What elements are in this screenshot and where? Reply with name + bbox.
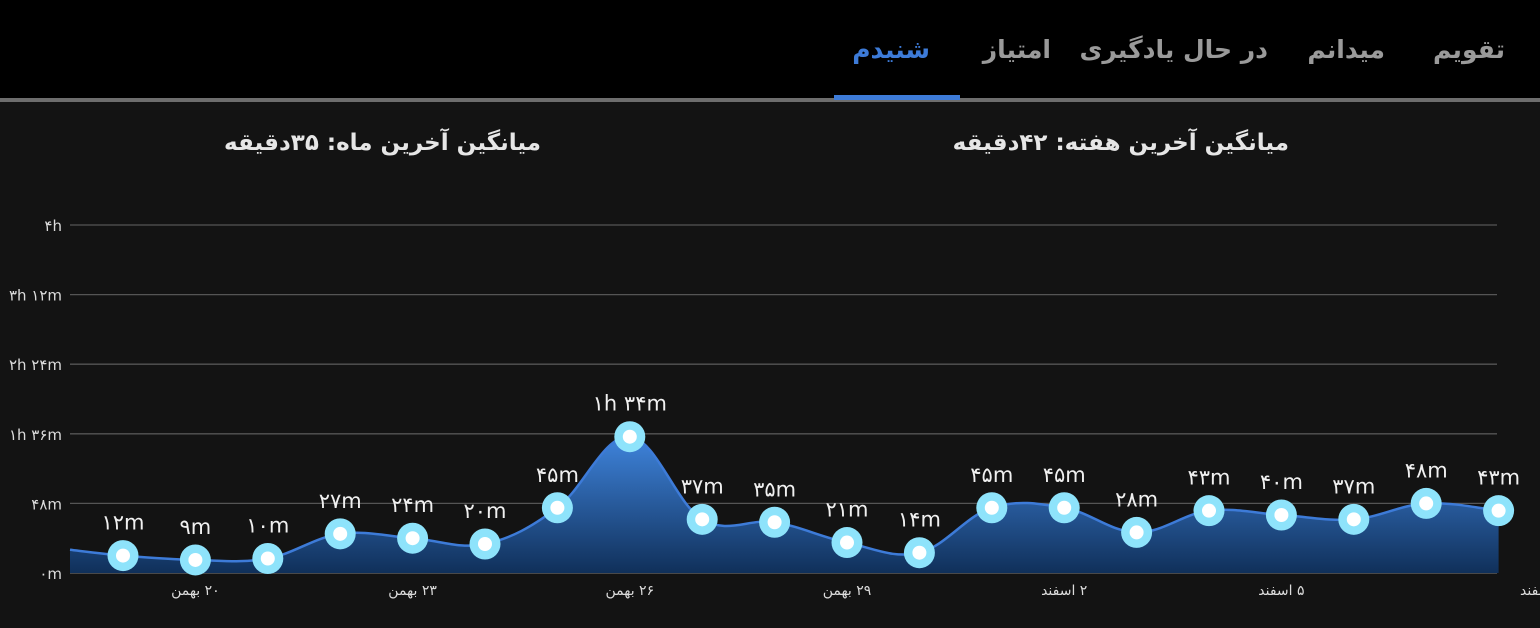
data-point-center [1419, 496, 1434, 511]
tab-heard[interactable]: شنیدم [852, 35, 930, 64]
data-label: ۱۰m [246, 514, 289, 538]
data-label: ۲۷m [319, 489, 362, 513]
tab-bar [0, 0, 1540, 98]
data-point-center [333, 526, 348, 541]
data-point-center [1202, 503, 1216, 518]
data-label: ۴۵m [536, 463, 579, 487]
tab-learning[interactable]: در حال یادگیری [1079, 35, 1268, 64]
data-label: ۴۳m [1477, 466, 1520, 490]
data-point-center [1057, 500, 1072, 515]
x-tick-label: ۲۰ بهمن [171, 583, 220, 599]
data-point-center [405, 531, 420, 546]
tab-known[interactable]: میدانم [1307, 35, 1385, 64]
data-point-center [840, 535, 854, 550]
data-label: ۱۲m [101, 511, 144, 535]
data-label: ۲۸m [1115, 487, 1158, 511]
data-point-center [478, 537, 492, 551]
data-label: ۴۰m [1260, 470, 1303, 494]
x-tick-label: ۲۳ بهمن [388, 583, 437, 599]
data-label: ۲۱m [825, 498, 868, 522]
y-tick-label: ۳h ۱۲m [9, 287, 62, 305]
data-point-center [695, 512, 710, 527]
y-tick-label: ۰m [39, 565, 62, 583]
last-week-average: میانگین آخرین هفته: ۴۲دقیقه [952, 130, 1289, 156]
data-label: ۳۵m [753, 477, 796, 501]
x-tick-label: ۲ اسفند [1041, 583, 1087, 599]
x-tick-label: ۵ اسفند [1258, 583, 1304, 599]
data-label: ۹m [180, 515, 212, 539]
data-point-center [260, 551, 275, 566]
tab-bar-divider [0, 98, 1540, 102]
data-label: ۳۷m [681, 474, 724, 498]
data-label: ۴۸m [1405, 458, 1448, 482]
data-label: ۲۴m [391, 493, 434, 517]
data-point-center [767, 515, 782, 530]
data-point-center [116, 548, 130, 563]
y-tick-label: ۴h [44, 217, 62, 235]
data-point-center [188, 552, 203, 567]
data-point-center [1129, 525, 1144, 540]
tab-calendar[interactable]: تقویم [1432, 35, 1505, 64]
data-point-center [984, 500, 999, 515]
tab-score[interactable]: امتیاز [982, 35, 1051, 64]
last-month-average: میانگین آخرین ماه: ۳۵دقیقه [224, 130, 541, 156]
data-point-center [912, 545, 927, 560]
x-tick-label: ۲۶ بهمن [605, 583, 654, 599]
data-point-center [1491, 503, 1506, 518]
data-label: ۱h ۳۴m [593, 392, 667, 416]
data-label: ۴۳m [1187, 466, 1230, 490]
y-tick-label: ۲h ۲۴m [9, 356, 62, 374]
data-point-center [622, 429, 637, 444]
active-tab-indicator [834, 95, 960, 100]
data-label: ۲۰m [463, 499, 506, 523]
y-tick-label: ۴۸m [31, 495, 62, 513]
y-tick-label: ۱h ۳۶m [9, 426, 62, 444]
listening-time-chart: ۰m ۴۸m ۱h ۳۶m ۲h ۲۴m ۳h ۱۲m ۴h ۱۲m ۹m ۱۰m ۲۷m ۲۴m ۲… [9, 217, 1540, 599]
x-tick-label: ۸ اسفند [1520, 583, 1540, 599]
data-point-center [1346, 512, 1361, 527]
data-label: ۴۵m [970, 463, 1013, 487]
data-label: ۱۴m [898, 508, 941, 532]
data-label: ۴۵m [1043, 463, 1086, 487]
data-label: ۳۷m [1332, 474, 1375, 498]
data-point-center [550, 500, 565, 515]
data-point-center [1274, 508, 1289, 522]
x-tick-label: ۲۹ بهمن [823, 583, 872, 599]
